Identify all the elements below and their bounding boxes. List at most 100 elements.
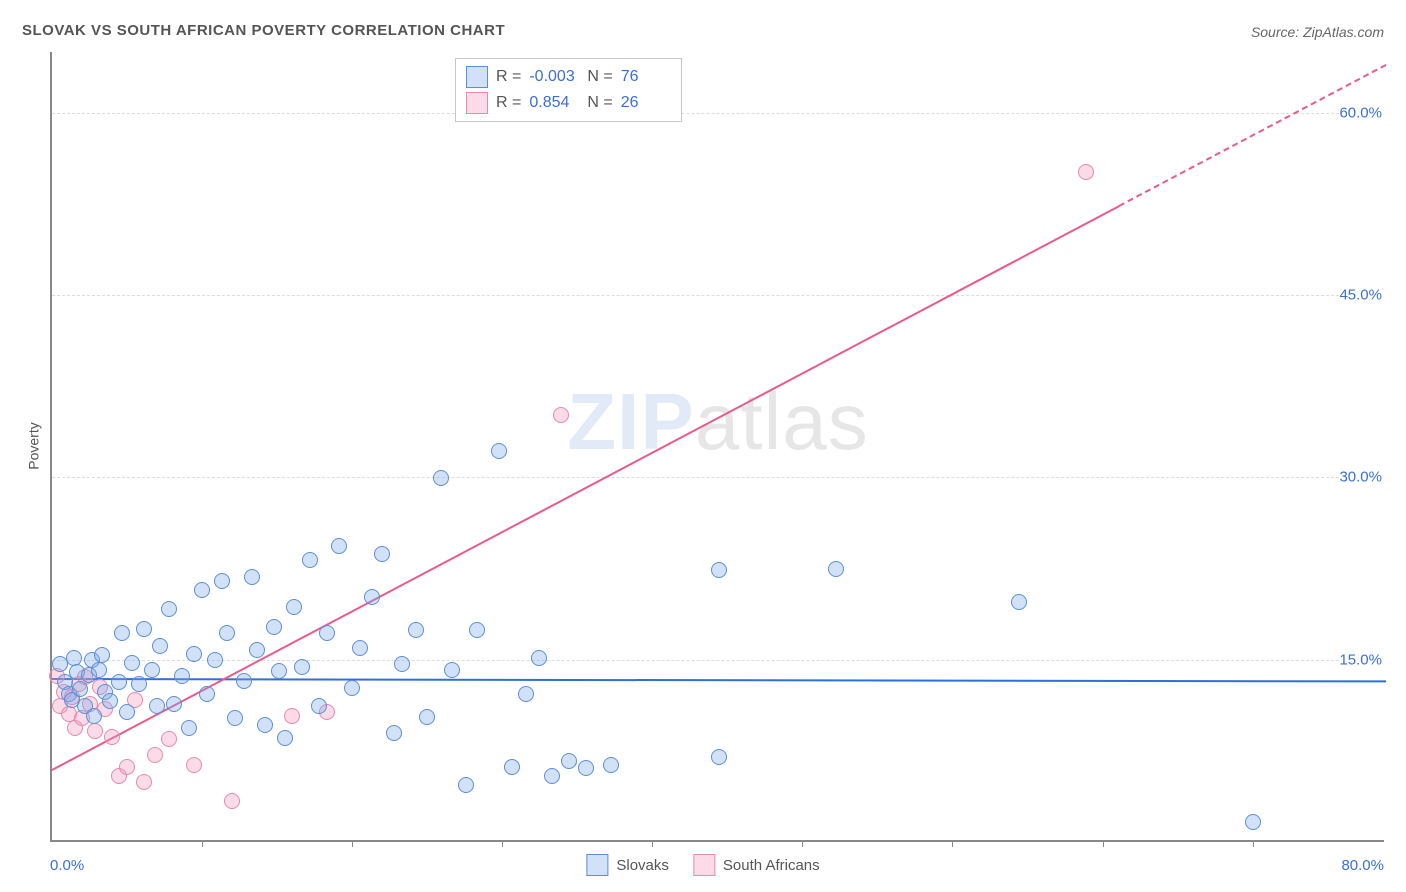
n-label: N = [587, 68, 612, 86]
data-point-slovaks [102, 693, 118, 709]
data-point-south_africans [136, 774, 152, 790]
legend-item-slovaks: Slovaks [586, 854, 669, 876]
data-point-south_africans [87, 723, 103, 739]
x-tick [202, 840, 203, 847]
gridline [52, 113, 1384, 114]
data-point-south_africans [284, 708, 300, 724]
data-point-slovaks [219, 625, 235, 641]
chart-container: SLOVAK VS SOUTH AFRICAN POVERTY CORRELAT… [0, 0, 1406, 892]
data-point-south_africans [147, 747, 163, 763]
x-tick [952, 840, 953, 847]
data-point-south_africans [1078, 164, 1094, 180]
data-point-slovaks [531, 650, 547, 666]
legend-series: Slovaks South Africans [586, 854, 819, 876]
data-point-slovaks [119, 704, 135, 720]
data-point-slovaks [152, 638, 168, 654]
swatch-slovaks [466, 66, 488, 88]
data-point-slovaks [394, 656, 410, 672]
data-point-slovaks [311, 698, 327, 714]
legend-item-sa: South Africans [693, 854, 820, 876]
watermark: ZIPatlas [567, 376, 868, 468]
r-label: R = [496, 68, 521, 86]
data-point-slovaks [444, 662, 460, 678]
data-point-slovaks [711, 562, 727, 578]
data-point-slovaks [518, 686, 534, 702]
legend-label-sa: South Africans [723, 857, 820, 874]
legend-stats: R = -0.003 N = 76 R = 0.854 N = 26 [455, 58, 682, 122]
plot-area: ZIPatlas 15.0% 30.0% 45.0% 60.0% [50, 52, 1384, 842]
data-point-slovaks [194, 582, 210, 598]
x-tick [352, 840, 353, 847]
data-point-slovaks [114, 625, 130, 641]
data-point-slovaks [161, 601, 177, 617]
data-point-slovaks [302, 552, 318, 568]
data-point-slovaks [491, 443, 507, 459]
data-point-slovaks [294, 659, 310, 675]
chart-title: SLOVAK VS SOUTH AFRICAN POVERTY CORRELAT… [22, 22, 505, 39]
data-point-slovaks [458, 777, 474, 793]
data-point-slovaks [603, 757, 619, 773]
data-point-slovaks [1245, 814, 1261, 830]
x-tick [802, 840, 803, 847]
y-tick-label: 30.0% [1339, 469, 1386, 486]
data-point-slovaks [244, 569, 260, 585]
data-point-south_africans [104, 729, 120, 745]
data-point-slovaks [1011, 594, 1027, 610]
data-point-slovaks [131, 676, 147, 692]
y-tick-label: 60.0% [1339, 104, 1386, 121]
data-point-slovaks [469, 622, 485, 638]
data-point-slovaks [186, 646, 202, 662]
data-point-slovaks [266, 619, 282, 635]
data-point-slovaks [828, 561, 844, 577]
data-point-slovaks [277, 730, 293, 746]
x-tick [502, 840, 503, 847]
data-point-slovaks [319, 625, 335, 641]
data-point-slovaks [199, 686, 215, 702]
data-point-south_africans [161, 731, 177, 747]
legend-stats-row-sa: R = 0.854 N = 26 [466, 90, 671, 116]
x-origin-label: 0.0% [50, 857, 84, 874]
gridline [52, 477, 1384, 478]
x-tick [1103, 840, 1104, 847]
data-point-slovaks [207, 652, 223, 668]
data-point-slovaks [271, 663, 287, 679]
data-point-south_africans [224, 793, 240, 809]
legend-label-slovaks: Slovaks [616, 857, 669, 874]
data-point-slovaks [433, 470, 449, 486]
data-point-slovaks [249, 642, 265, 658]
y-tick-label: 45.0% [1339, 287, 1386, 304]
watermark-atlas: atlas [695, 377, 869, 466]
data-point-slovaks [561, 753, 577, 769]
data-point-slovaks [386, 725, 402, 741]
data-point-slovaks [144, 662, 160, 678]
r-label: R = [496, 94, 521, 112]
y-tick-label: 15.0% [1339, 651, 1386, 668]
trend-line-dash-south_africans [1119, 64, 1387, 207]
data-point-slovaks [331, 538, 347, 554]
legend-stats-row-slovaks: R = -0.003 N = 76 [466, 64, 671, 90]
data-point-slovaks [91, 662, 107, 678]
trend-line-south_africans [52, 205, 1120, 771]
r-value-sa: 0.854 [529, 94, 579, 112]
data-point-slovaks [352, 640, 368, 656]
swatch-slovaks-icon [586, 854, 608, 876]
data-point-slovaks [86, 708, 102, 724]
data-point-slovaks [344, 680, 360, 696]
data-point-south_africans [119, 759, 135, 775]
gridline [52, 660, 1384, 661]
data-point-slovaks [236, 673, 252, 689]
data-point-slovaks [504, 759, 520, 775]
data-point-slovaks [374, 546, 390, 562]
n-value-slovaks: 76 [621, 68, 671, 86]
data-point-slovaks [364, 589, 380, 605]
data-point-slovaks [408, 622, 424, 638]
data-point-slovaks [257, 717, 273, 733]
data-point-slovaks [124, 655, 140, 671]
data-point-slovaks [419, 709, 435, 725]
x-max-label: 80.0% [1341, 857, 1384, 874]
data-point-slovaks [66, 650, 82, 666]
data-point-slovaks [111, 674, 127, 690]
data-point-south_africans [186, 757, 202, 773]
gridline [52, 295, 1384, 296]
n-value-sa: 26 [621, 94, 671, 112]
